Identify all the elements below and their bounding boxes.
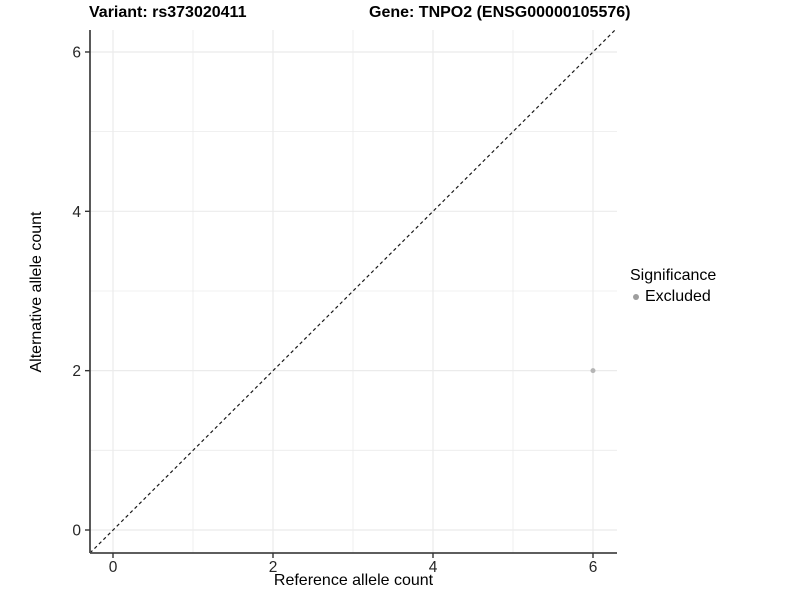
x-axis-label: Reference allele count [273,572,434,589]
variant-title: Variant: rs373020411 [89,4,247,21]
x-tick-label: 6 [589,559,598,576]
legend-item-excluded: Excluded [630,288,716,306]
gene-title: Gene: TNPO2 (ENSG00000105576) [369,4,631,21]
legend: Significance Excluded [630,267,716,306]
legend-title: Significance [630,267,717,284]
y-tick-label: 2 [72,363,81,380]
identity-line [89,29,616,554]
data-point [590,368,596,374]
legend-item-label: Excluded [645,288,711,305]
y-tick-label: 6 [72,44,81,61]
y-tick-label: 4 [72,204,81,221]
x-tick-label: 4 [429,559,438,576]
legend-point-icon [633,294,639,300]
x-tick-label: 2 [269,559,278,576]
x-tick-label: 0 [109,559,118,576]
y-axis-label: Alternative allele count [28,211,45,373]
y-tick-label: 0 [72,523,81,540]
